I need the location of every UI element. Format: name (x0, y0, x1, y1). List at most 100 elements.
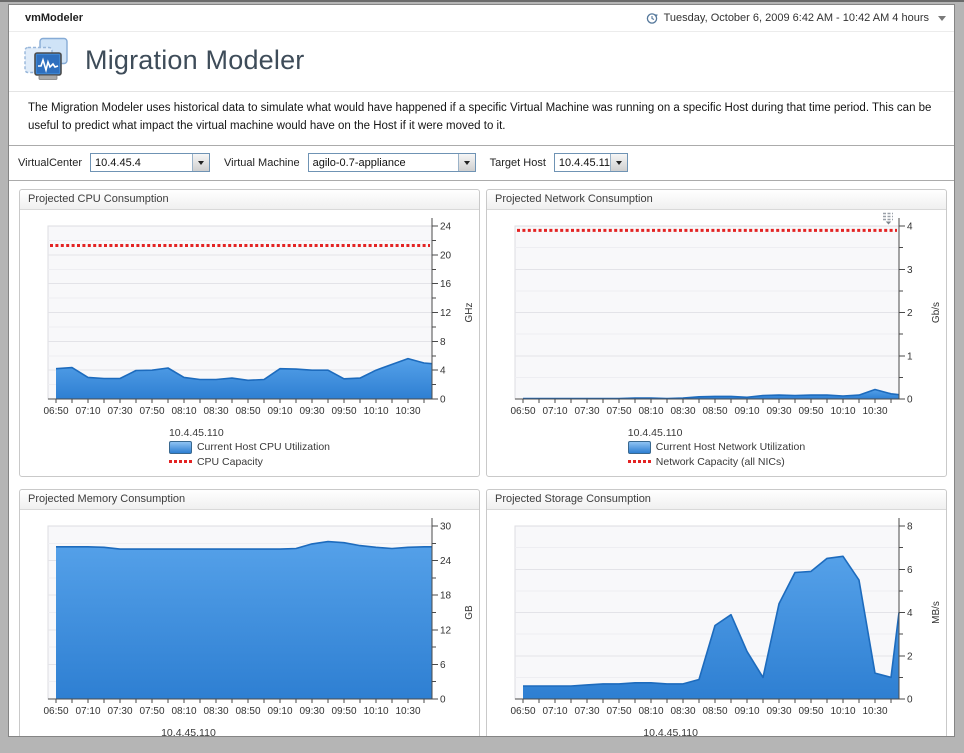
svg-text:24: 24 (440, 556, 452, 567)
page-description: The Migration Modeler uses historical da… (28, 102, 932, 132)
svg-text:08:50: 08:50 (235, 406, 260, 417)
svg-text:24: 24 (440, 221, 452, 232)
svg-text:3: 3 (907, 264, 913, 275)
panel-title: Projected CPU Consumption (20, 189, 479, 210)
svg-text:0: 0 (907, 394, 913, 405)
network-chart-legend: 10.4.45.110 Current Host Network Utilizat… (487, 427, 946, 476)
app-title: vmModeler (25, 12, 84, 24)
svg-text:07:50: 07:50 (606, 406, 631, 417)
svg-text:08:30: 08:30 (203, 406, 228, 417)
svg-text:09:10: 09:10 (267, 706, 292, 717)
svg-text:09:50: 09:50 (331, 406, 356, 417)
svg-text:2: 2 (907, 651, 913, 662)
time-range-picker[interactable]: Tuesday, October 6, 2009 6:42 AM - 10:42… (646, 12, 946, 25)
top-bar: vmModeler Tuesday, October 6, 2009 6:42 … (9, 5, 954, 32)
panel-title: Projected Storage Consumption (487, 489, 946, 510)
svg-text:10:30: 10:30 (862, 406, 887, 417)
svg-text:10:30: 10:30 (395, 406, 420, 417)
panel-title: Projected Memory Consumption (20, 489, 479, 510)
virtualcenter-dropdown-button[interactable] (192, 154, 209, 172)
virtual-machine-dropdown-button[interactable] (457, 154, 475, 172)
svg-text:07:50: 07:50 (139, 406, 164, 417)
svg-text:07:10: 07:10 (75, 706, 100, 717)
svg-text:18: 18 (440, 590, 452, 601)
legend-host-label: 10.4.45.110 (168, 426, 224, 439)
svg-text:09:10: 09:10 (267, 406, 292, 417)
panel-projected-memory-consumption: Projected Memory Consumption 0 6 12 18 24 30 0… (19, 488, 480, 737)
controls-bar: VirtualCenter 10.4.45.4 Virtual Machine … (9, 144, 954, 181)
svg-text:06:50: 06:50 (510, 406, 535, 417)
dropdown-arrow-icon (463, 160, 470, 165)
svg-text:10:30: 10:30 (395, 706, 420, 717)
target-host-dropdown-button[interactable] (609, 154, 627, 172)
svg-text:08:10: 08:10 (638, 706, 663, 717)
svg-text:GHz: GHz (464, 302, 475, 322)
svg-text:0: 0 (907, 694, 913, 705)
svg-text:12: 12 (440, 625, 452, 636)
storage-consumption-chart: 0 2 4 6 8 06:50 07:10 07:30 07:50 08:10 08:30 08:50… (510, 517, 942, 717)
svg-text:4: 4 (440, 365, 446, 376)
legend-entry: Current Host Network Utilization (627, 440, 806, 454)
series-swatch-icon (168, 440, 192, 454)
cpu-consumption-chart: 0 4 8 12 16 20 24 06:50 07:10 07:30 07:50 08:10 08:3… (43, 217, 475, 417)
virtualcenter-value: 10.4.45.4 (95, 157, 141, 170)
svg-text:08:30: 08:30 (670, 706, 695, 717)
capacity-swatch-icon (168, 460, 192, 464)
svg-text:08:50: 08:50 (702, 406, 727, 417)
svg-text:08:30: 08:30 (203, 706, 228, 717)
svg-text:09:30: 09:30 (299, 406, 324, 417)
legend-entry: Network Capacity (all NICs) (627, 455, 805, 468)
svg-text:07:30: 07:30 (107, 406, 132, 417)
svg-text:08:10: 08:10 (171, 706, 196, 717)
chart-menu-icon[interactable] (881, 211, 896, 225)
svg-text:08:50: 08:50 (702, 706, 727, 717)
svg-text:07:50: 07:50 (139, 706, 164, 717)
virtual-machine-label: Virtual Machine (224, 156, 300, 169)
chevron-down-icon (938, 15, 946, 21)
svg-text:09:30: 09:30 (299, 706, 324, 717)
svg-text:09:50: 09:50 (798, 706, 823, 717)
svg-text:30: 30 (440, 521, 452, 532)
svg-text:06:50: 06:50 (43, 406, 68, 417)
svg-text:09:10: 09:10 (734, 406, 759, 417)
legend-entry: CPU Capacity (168, 455, 330, 468)
capacity-swatch-icon (627, 460, 651, 464)
legend-entry-label: CPU Capacity (196, 455, 263, 468)
svg-text:07:10: 07:10 (542, 406, 567, 417)
target-host-combobox[interactable]: 10.4.45.110 (553, 153, 628, 173)
legend-host-label: 10.4.45.110 (627, 426, 683, 439)
virtualcenter-combobox[interactable]: 10.4.45.4 (90, 153, 210, 173)
virtual-machine-combobox[interactable]: agilo-0.7-appliance (307, 153, 476, 173)
svg-text:2: 2 (907, 308, 913, 319)
legend-entry-label: Current Host CPU Utilization (196, 441, 331, 454)
migration-modeler-icon (24, 37, 68, 80)
svg-text:09:10: 09:10 (734, 706, 759, 717)
clock-history-icon (646, 12, 658, 24)
svg-text:10:10: 10:10 (830, 406, 855, 417)
target-host-value: 10.4.45.110 (558, 157, 610, 170)
svg-text:4: 4 (907, 221, 913, 232)
virtual-machine-value: agilo-0.7-appliance (312, 157, 406, 170)
svg-text:6: 6 (440, 660, 446, 671)
svg-text:10:10: 10:10 (363, 406, 388, 417)
svg-text:07:30: 07:30 (574, 706, 599, 717)
legend-entry-label: Current Host Network Utilization (655, 441, 806, 454)
page-header: Migration Modeler (9, 32, 954, 92)
legend-entry-label: Network Capacity (all NICs) (655, 455, 785, 468)
panel-projected-network-consumption: Projected Network Consumption 0 1 2 3 4 06:50… (486, 188, 947, 477)
svg-text:09:50: 09:50 (331, 706, 356, 717)
series-swatch-icon (627, 440, 651, 454)
svg-text:07:30: 07:30 (574, 406, 599, 417)
time-range-label: Tuesday, October 6, 2009 6:42 AM - 10:42… (663, 12, 929, 24)
charts-grid: Projected CPU Consumption 0 4 8 12 16 20 24 06:… (9, 181, 954, 737)
legend-host-label: 10.4.45.110 (161, 726, 216, 737)
svg-text:09:50: 09:50 (798, 406, 823, 417)
legend-entry: Current Host CPU Utilization (168, 440, 331, 454)
svg-text:08:50: 08:50 (235, 706, 260, 717)
svg-text:07:10: 07:10 (75, 406, 100, 417)
svg-text:08:10: 08:10 (171, 406, 196, 417)
svg-text:MB/s: MB/s (931, 601, 942, 624)
svg-text:0: 0 (440, 394, 446, 405)
dropdown-arrow-icon (615, 160, 622, 165)
